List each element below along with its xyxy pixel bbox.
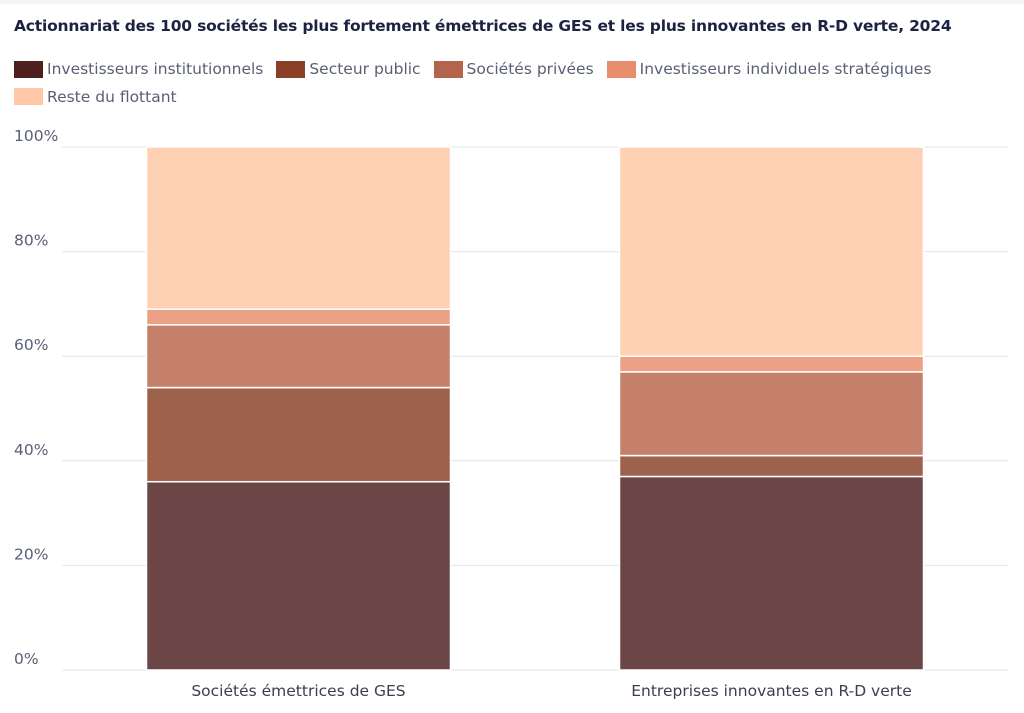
legend-label: Investisseurs individuels stratégiques [639,60,932,78]
legend-swatch [14,88,43,105]
legend-item-societes-privees[interactable]: Sociétés privées [433,57,594,81]
legend-label: Reste du flottant [47,87,177,106]
y-tick-label: 80% [14,232,48,250]
bar-segment[interactable] [145,308,452,326]
bar-segment[interactable] [618,355,925,373]
bars [145,146,925,671]
legend-label: Investisseurs institutionnels [47,60,264,78]
bar-segment[interactable] [618,475,925,671]
legend-swatch [14,60,43,78]
y-tick-label: 100% [14,127,58,145]
chart-title: Actionnariat des 100 sociétés les plus f… [14,17,952,35]
top-bar [0,0,1024,4]
x-tick-label: Entreprises innovantes en R-D verte [631,682,912,700]
legend-item-institutionnels[interactable]: Investisseurs institutionnels [14,57,263,81]
legend-item-reste-flottant[interactable]: Reste du flottant [14,85,177,109]
legend-label: Secteur public [309,60,421,78]
legend-swatch [433,60,463,78]
legend-swatch [276,60,306,78]
bar-segment[interactable] [145,480,452,671]
bar-segment[interactable] [145,146,452,310]
x-tick-label: Sociétés émettrices de GES [191,682,405,700]
y-tick-label: 20% [14,545,48,563]
legend-item-secteur-public[interactable]: Secteur public [276,57,421,81]
y-axis-ticks: 0% 20% 40% 60% 80% 100% [14,127,58,668]
legend-label: Sociétés privées [466,60,594,78]
x-axis-labels: Sociétés émettrices de GES Entreprises in… [191,682,911,700]
legend: Investisseurs institutionnels Secteur pu… [14,57,1004,112]
bar-segment[interactable] [618,146,925,357]
y-tick-label: 0% [14,650,39,668]
bar-segment[interactable] [618,454,925,478]
bar-segment[interactable] [145,386,452,483]
legend-item-individuels-strategiques[interactable]: Investisseurs individuels stratégiques [606,57,932,81]
legend-swatch [606,60,636,78]
bar-segment[interactable] [618,371,925,457]
y-tick-label: 40% [14,441,48,459]
bar-segment[interactable] [145,324,452,389]
y-tick-label: 60% [14,336,48,354]
